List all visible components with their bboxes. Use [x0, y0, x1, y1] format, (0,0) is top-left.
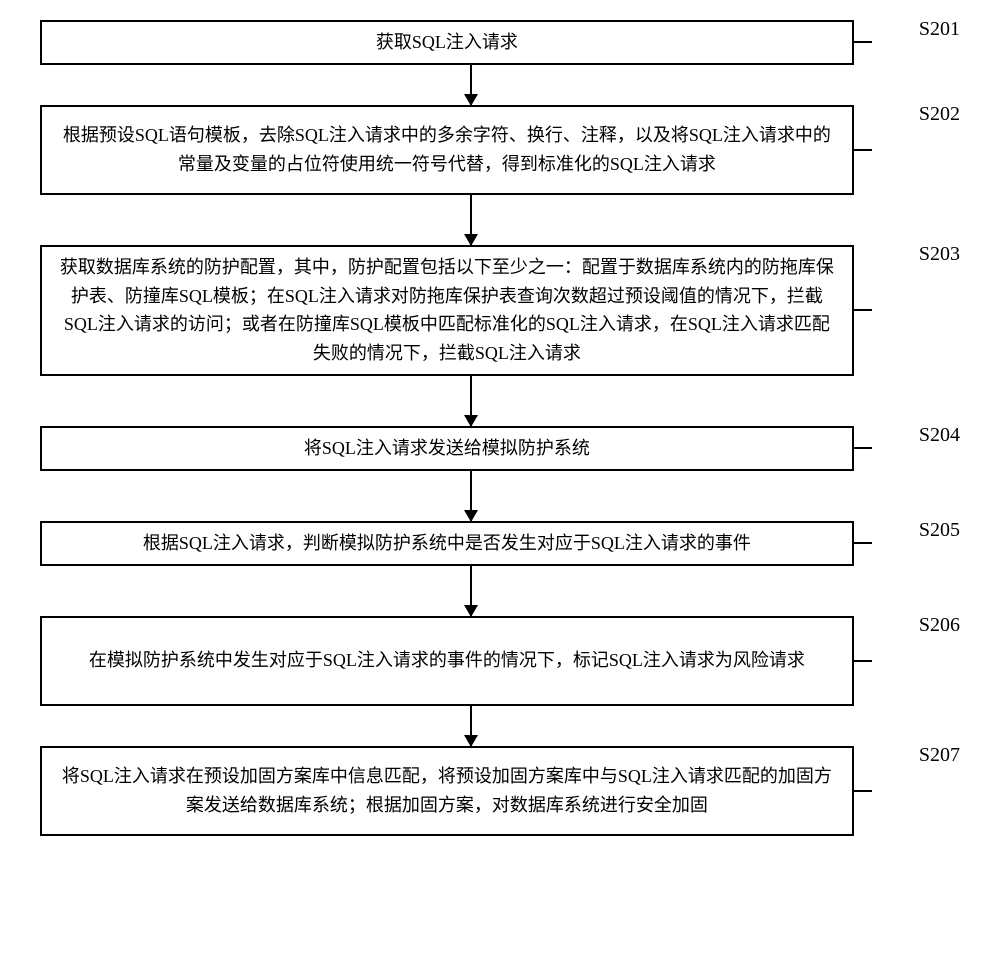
flow-arrow [470, 471, 472, 521]
step-row: 将SQL注入请求发送给模拟防护系统 S204 [40, 426, 960, 471]
step-label-s205: S205 [899, 519, 960, 542]
flow-arrow [470, 706, 472, 746]
step-label-s201: S201 [899, 18, 960, 41]
step-row: 根据预设SQL语句模板，去除SQL注入请求中的多余字符、换行、注释，以及将SQL… [40, 105, 960, 195]
flowchart-container: 获取SQL注入请求 S201 根据预设SQL语句模板，去除SQL注入请求中的多余… [40, 20, 960, 836]
flow-arrow [470, 195, 472, 245]
step-box-s201: 获取SQL注入请求 [40, 20, 854, 65]
step-label-s202: S202 [899, 103, 960, 126]
step-label-s204: S204 [899, 424, 960, 447]
step-box-s207: 将SQL注入请求在预设加固方案库中信息匹配，将预设加固方案库中与SQL注入请求匹… [40, 746, 854, 836]
step-box-s202: 根据预设SQL语句模板，去除SQL注入请求中的多余字符、换行、注释，以及将SQL… [40, 105, 854, 195]
step-box-s204: 将SQL注入请求发送给模拟防护系统 [40, 426, 854, 471]
step-box-s203: 获取数据库系统的防护配置，其中，防护配置包括以下至少之一：配置于数据库系统内的防… [40, 245, 854, 376]
step-box-s206: 在模拟防护系统中发生对应于SQL注入请求的事件的情况下，标记SQL注入请求为风险… [40, 616, 854, 706]
step-label-s206: S206 [899, 614, 960, 637]
step-label-s203: S203 [899, 243, 960, 266]
step-row: 获取SQL注入请求 S201 [40, 20, 960, 65]
step-label-s207: S207 [899, 744, 960, 767]
step-row: 在模拟防护系统中发生对应于SQL注入请求的事件的情况下，标记SQL注入请求为风险… [40, 616, 960, 706]
step-row: 根据SQL注入请求，判断模拟防护系统中是否发生对应于SQL注入请求的事件 S20… [40, 521, 960, 566]
flow-arrow [470, 566, 472, 616]
flow-arrow [470, 65, 472, 105]
flow-arrow [470, 376, 472, 426]
step-row: 获取数据库系统的防护配置，其中，防护配置包括以下至少之一：配置于数据库系统内的防… [40, 245, 960, 376]
step-box-s205: 根据SQL注入请求，判断模拟防护系统中是否发生对应于SQL注入请求的事件 [40, 521, 854, 566]
step-row: 将SQL注入请求在预设加固方案库中信息匹配，将预设加固方案库中与SQL注入请求匹… [40, 746, 960, 836]
